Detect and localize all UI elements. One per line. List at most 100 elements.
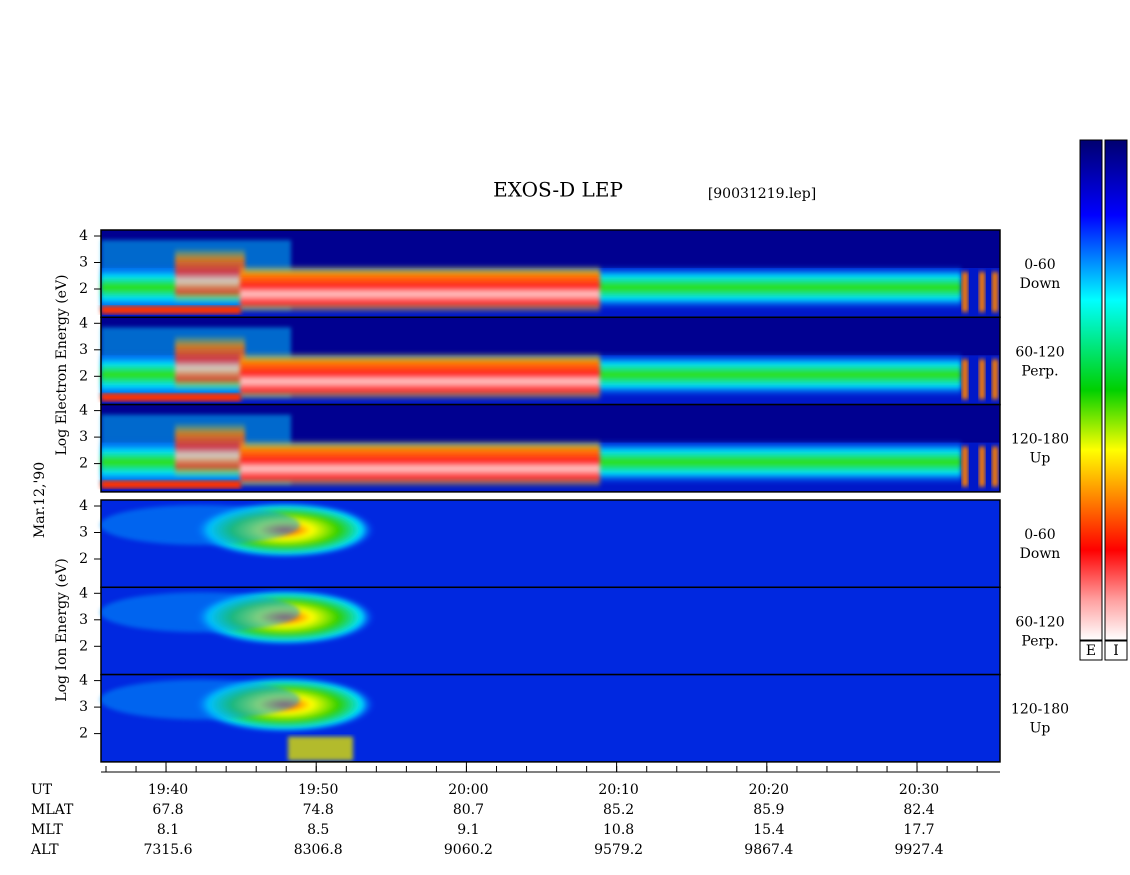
title: EXOS-D LEP [493, 178, 623, 202]
row-value: 85.9 [753, 802, 784, 818]
panel-label: 0-60 [1024, 257, 1055, 273]
panel-label: 60-120 [1015, 344, 1064, 360]
row-value: 20:30 [899, 782, 939, 798]
date-label: Mar.12,'90 [32, 462, 48, 538]
row-label: ALT [30, 842, 59, 858]
ion-wash [100, 679, 300, 720]
panel-sublabel: Perp. [1021, 363, 1058, 379]
row-value: 9927.4 [895, 842, 944, 858]
ion-panel [100, 673, 1001, 763]
spike [962, 359, 968, 400]
y-tick-label: 2 [79, 368, 88, 384]
panel-sublabel: Perp. [1021, 633, 1058, 649]
y-tick-label: 4 [79, 228, 88, 244]
panel-sublabel: Down [1020, 546, 1061, 562]
low-stripe [101, 393, 241, 402]
ion-low [288, 736, 353, 761]
row-value: 9060.2 [444, 842, 493, 858]
ion-wash [100, 505, 300, 545]
panel-frame [100, 673, 1001, 763]
electron-panel [100, 316, 1001, 406]
y-tick-label: 2 [79, 551, 88, 567]
row-value: 10.8 [603, 822, 634, 838]
y-tick-label: 3 [79, 699, 88, 715]
panel-frame [100, 403, 1001, 493]
row-value: 8.1 [157, 822, 179, 838]
row-value: 17.7 [903, 822, 934, 838]
spike [992, 446, 998, 487]
row-value: 19:40 [148, 782, 188, 798]
row-value: 15.4 [753, 822, 784, 838]
y-tick-label: 4 [79, 585, 88, 601]
y-tick-label: 3 [79, 255, 88, 271]
spike [962, 272, 968, 312]
row-value: 20:10 [598, 782, 638, 798]
y-tick-label: 4 [79, 673, 88, 689]
row-value: 67.8 [152, 802, 183, 818]
panel-label: 120-180 [1011, 432, 1069, 448]
low-stripe [101, 306, 241, 314]
electron-panel [100, 229, 1001, 319]
hot-band [175, 422, 245, 478]
row-value: 19:50 [298, 782, 338, 798]
colorbar-label-box [1104, 640, 1128, 661]
panel-label: 60-120 [1015, 614, 1064, 630]
row-value: 9.1 [457, 822, 479, 838]
y-tick-label: 2 [79, 726, 88, 742]
electron-panel [100, 403, 1001, 493]
ion-axis-label: Log Ion Energy (eV) [54, 558, 70, 701]
row-label: MLT [31, 822, 63, 838]
spike [979, 446, 985, 487]
row-value: 20:00 [448, 782, 488, 798]
low-stripe [101, 480, 241, 489]
hot-band [240, 352, 600, 401]
row-value: 80.7 [453, 802, 484, 818]
y-tick-label: 2 [79, 456, 88, 472]
spike [992, 359, 998, 400]
hot-band [175, 335, 245, 391]
y-tick-label: 3 [79, 429, 88, 445]
row-value: 8.5 [307, 822, 329, 838]
row-label: UT [31, 782, 53, 798]
row-value: 8306.8 [294, 842, 343, 858]
colorbar-label-box [1079, 640, 1103, 661]
row-value: 9579.2 [594, 842, 643, 858]
hot-band [240, 439, 600, 488]
panel-sublabel: Up [1030, 451, 1051, 467]
y-tick-label: 3 [79, 525, 88, 541]
row-value: 82.4 [903, 802, 934, 818]
panel-label: 120-180 [1011, 702, 1069, 718]
spike [962, 446, 968, 487]
row-value: 85.2 [603, 802, 634, 818]
row-value: 74.8 [303, 802, 334, 818]
panel-sublabel: Up [1030, 721, 1051, 737]
y-tick-label: 4 [79, 315, 88, 331]
colorbar-label: I [1113, 643, 1119, 659]
row-value: 7315.6 [144, 842, 193, 858]
panel-label: 0-60 [1024, 527, 1055, 543]
spike [992, 272, 998, 312]
colorbar [1104, 139, 1128, 641]
ion-panel [100, 499, 1001, 589]
row-label: MLAT [31, 802, 74, 818]
colorbar-label: E [1086, 643, 1096, 659]
hot-band [240, 265, 600, 313]
file-name: [90031219.lep] [708, 186, 816, 202]
row-value: 9867.4 [744, 842, 793, 858]
y-tick-label: 3 [79, 342, 88, 358]
row-value: 20:20 [749, 782, 789, 798]
hot-band [175, 248, 245, 303]
spike [979, 272, 985, 312]
y-tick-label: 4 [79, 498, 88, 514]
y-tick-label: 2 [79, 638, 88, 654]
colorbar [1079, 139, 1103, 641]
spike [979, 359, 985, 400]
panel-sublabel: Down [1020, 276, 1061, 292]
ion-panel [100, 586, 1001, 676]
y-tick-label: 4 [79, 403, 88, 419]
y-tick-label: 2 [79, 281, 88, 297]
y-tick-label: 3 [79, 612, 88, 628]
ion-wash [100, 592, 300, 633]
electron-axis-label: Log Electron Energy (eV) [54, 274, 70, 455]
